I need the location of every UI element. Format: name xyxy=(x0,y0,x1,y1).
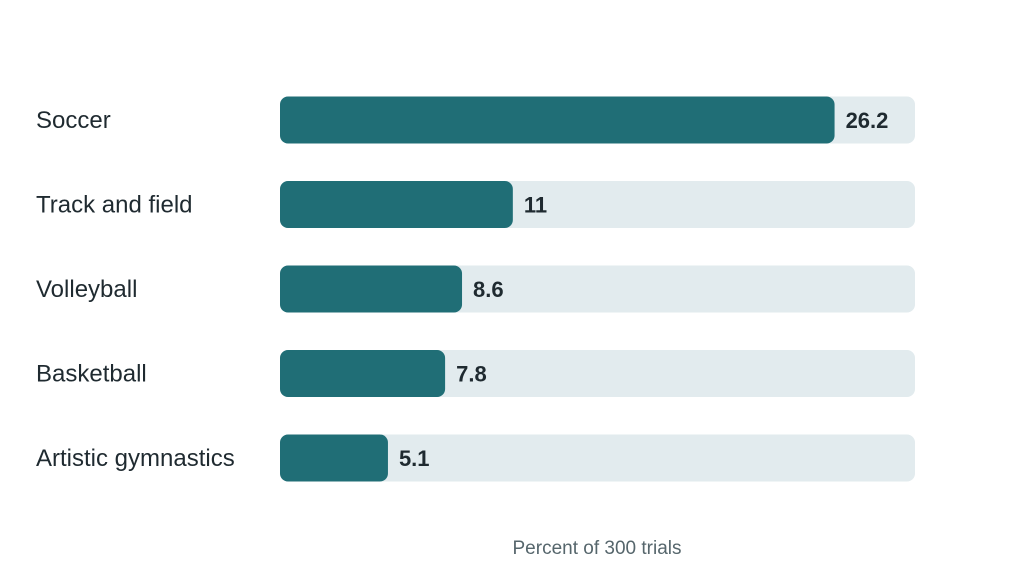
category-label: Basketball xyxy=(36,361,147,388)
value-label: 5.1 xyxy=(399,446,430,471)
bar xyxy=(280,96,835,144)
category-label: Soccer xyxy=(36,107,111,134)
value-label: 8.6 xyxy=(473,277,504,302)
value-label: 26.2 xyxy=(846,108,889,133)
x-axis-label: Percent of 300 trials xyxy=(513,538,682,559)
bars-group: Soccer 26.2 Track and field 11 Volleyball 8.6… xyxy=(36,96,915,482)
category-label: Track and field xyxy=(36,192,193,219)
category-label: Volleyball xyxy=(36,276,137,303)
bar xyxy=(280,350,446,397)
value-label: 11 xyxy=(524,193,547,218)
bar xyxy=(280,434,388,482)
value-label: 7.8 xyxy=(456,362,487,387)
category-label: Artistic gymnastics xyxy=(36,445,235,472)
bar xyxy=(280,265,463,313)
bar xyxy=(280,181,513,228)
bar-track xyxy=(280,434,915,482)
